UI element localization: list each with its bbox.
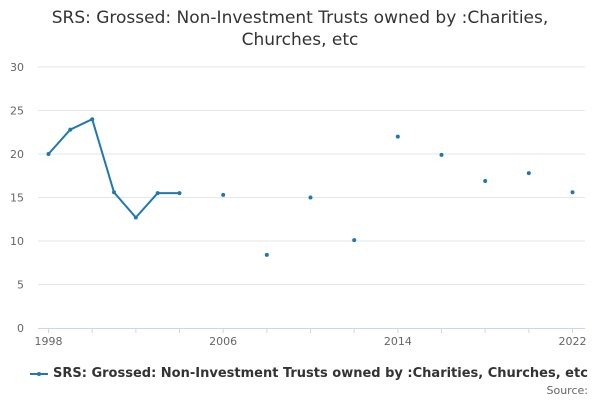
data-point[interactable]: [112, 190, 116, 195]
data-point[interactable]: [177, 191, 182, 196]
data-point[interactable]: [308, 195, 313, 200]
data-point[interactable]: [221, 192, 226, 197]
chart-title-line-1: SRS: Grossed: Non-Investment Trusts owne…: [51, 8, 549, 28]
data-point[interactable]: [570, 190, 575, 195]
data-point[interactable]: [155, 191, 160, 196]
y-tick-label: 10: [10, 235, 24, 248]
y-tick-label: 15: [10, 192, 24, 205]
data-point[interactable]: [352, 238, 357, 243]
data-point[interactable]: [264, 252, 269, 257]
legend-label: SRS: Grossed: Non-Investment Trusts owne…: [53, 366, 588, 381]
legend[interactable]: SRS: Grossed: Non-Investment Trusts owne…: [30, 366, 588, 381]
legend-line-marker-icon: [30, 369, 48, 379]
data-point[interactable]: [46, 152, 51, 156]
y-tick-label: 20: [10, 148, 24, 161]
data-point[interactable]: [483, 179, 488, 183]
x-tick-label: 2006: [209, 335, 237, 348]
data-point[interactable]: [68, 127, 73, 132]
series-layer: [46, 117, 575, 257]
data-point[interactable]: [90, 117, 95, 122]
y-tick-label: 30: [10, 61, 24, 74]
data-point[interactable]: [133, 215, 138, 220]
grid-layer: [38, 66, 585, 285]
source-label: Source:: [546, 384, 589, 397]
y-tick-label: 0: [17, 322, 24, 335]
chart-title-line-2: Churches, etc: [241, 30, 359, 50]
x-tick-label: 1998: [35, 335, 63, 348]
x-tick-label: 2022: [559, 335, 587, 348]
y-tick-label: 5: [17, 279, 24, 292]
series-line: [47, 118, 181, 219]
chart-title: SRS: Grossed: Non-Investment Trusts owne…: [0, 7, 600, 51]
data-point[interactable]: [439, 152, 444, 157]
x-tick-label: 2014: [384, 335, 412, 348]
data-point[interactable]: [395, 134, 400, 139]
data-point[interactable]: [526, 171, 531, 176]
y-tick-label: 25: [10, 105, 24, 118]
axis-layer: 0 5 10 15 20 25 30 1998 2006 2014 2022: [10, 61, 587, 348]
